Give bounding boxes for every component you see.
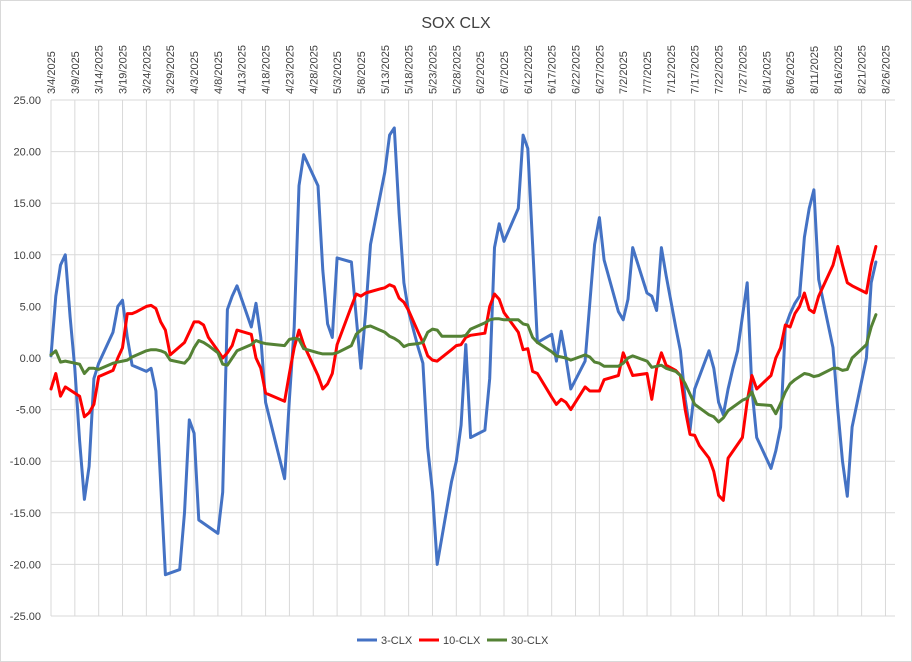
x-tick-label: 4/28/2025 <box>308 45 320 94</box>
x-tick-label: 5/23/2025 <box>427 45 439 94</box>
x-tick-label: 5/13/2025 <box>380 45 392 94</box>
x-tick-label: 7/22/2025 <box>714 45 726 94</box>
y-tick-label: -25.00 <box>10 611 41 623</box>
x-tick-label: 7/2/2025 <box>618 51 630 94</box>
legend-label-3-clx: 3-CLX <box>381 635 413 647</box>
y-tick-label: 15.00 <box>13 198 41 210</box>
y-tick-label: -20.00 <box>10 559 41 571</box>
x-tick-label: 6/7/2025 <box>499 51 511 94</box>
x-tick-label: 8/1/2025 <box>761 51 773 94</box>
y-tick-label: 5.00 <box>20 301 41 313</box>
x-tick-label: 8/26/2025 <box>880 45 892 94</box>
y-tick-label: -10.00 <box>10 456 41 468</box>
x-axis-ticks: 3/4/2025 3/9/2025 3/14/2025 3/19/2025 3/24/2… <box>46 45 892 94</box>
y-tick-label: 20.00 <box>13 147 41 159</box>
x-tick-label: 7/7/2025 <box>642 51 654 94</box>
gridlines <box>50 99 895 617</box>
x-tick-label: 8/11/2025 <box>809 46 821 94</box>
legend: 3-CLX 10-CLX 30-CLX <box>357 635 549 647</box>
legend-label-10-clx: 10-CLX <box>443 635 481 647</box>
series-line-3-clx <box>49 126 878 577</box>
series-line-30-clx <box>49 313 878 424</box>
x-tick-label: 7/17/2025 <box>690 45 702 94</box>
x-tick-label: 5/28/2025 <box>451 45 463 94</box>
x-tick-label: 8/21/2025 <box>857 45 869 94</box>
chart-title: SOX CLX <box>421 15 491 32</box>
y-tick-label: -5.00 <box>16 405 41 417</box>
x-tick-label: 5/8/2025 <box>356 51 368 94</box>
x-tick-label: 3/14/2025 <box>94 45 106 94</box>
x-tick-label: 4/13/2025 <box>237 45 249 94</box>
x-tick-label: 6/27/2025 <box>594 45 606 94</box>
legend-label-30-clx: 30-CLX <box>511 635 549 647</box>
y-axis-ticks: 25.00 20.00 15.00 10.00 5.00 0.00 -5.00 -10.00 -… <box>10 95 41 623</box>
x-tick-label: 4/3/2025 <box>189 51 201 94</box>
y-tick-label: 25.00 <box>13 95 41 107</box>
x-tick-label: 8/6/2025 <box>785 51 797 94</box>
x-tick-label: 7/12/2025 <box>666 45 678 94</box>
y-tick-label: 10.00 <box>13 250 41 262</box>
x-tick-label: 6/22/2025 <box>571 45 583 94</box>
x-tick-label: 6/2/2025 <box>475 51 487 94</box>
x-tick-label: 6/17/2025 <box>547 45 559 94</box>
y-tick-label: 0.00 <box>20 353 41 365</box>
x-tick-label: 4/23/2025 <box>284 45 296 94</box>
x-tick-label: 4/8/2025 <box>213 51 225 94</box>
series-line-10-clx <box>49 245 878 502</box>
x-tick-label: 8/16/2025 <box>833 45 845 94</box>
x-tick-label: 6/12/2025 <box>523 45 535 94</box>
x-tick-label: 5/18/2025 <box>404 45 416 94</box>
x-tick-label: 3/24/2025 <box>141 45 153 94</box>
x-tick-label: 3/29/2025 <box>165 45 177 94</box>
x-tick-label: 3/4/2025 <box>46 51 58 94</box>
x-tick-label: 3/19/2025 <box>118 45 130 94</box>
x-tick-label: 3/9/2025 <box>70 51 82 94</box>
x-tick-label: 7/27/2025 <box>737 45 749 94</box>
x-tick-label: 5/3/2025 <box>332 51 344 94</box>
series-lines <box>49 126 878 577</box>
y-tick-label: -15.00 <box>10 508 41 520</box>
x-tick-label: 4/18/2025 <box>261 45 273 94</box>
